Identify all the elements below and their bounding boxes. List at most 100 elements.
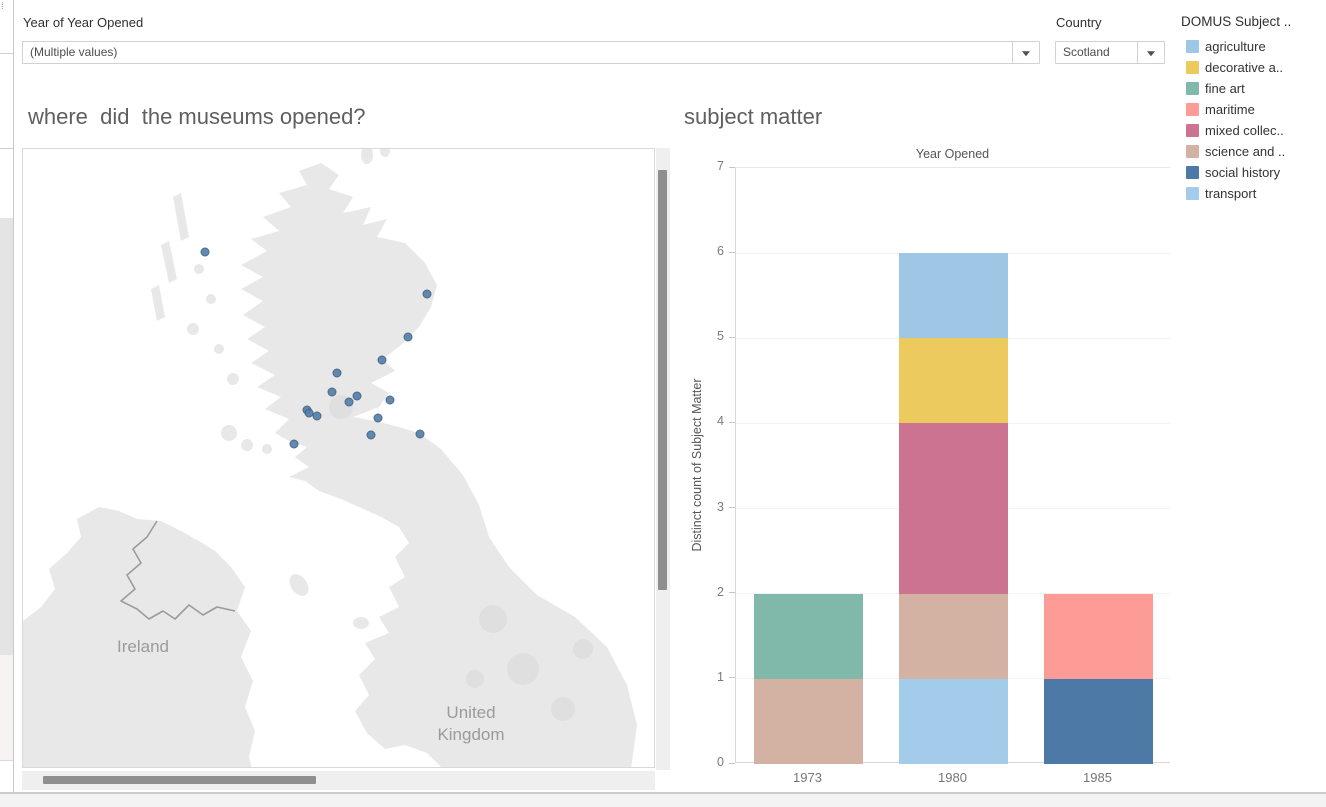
chevron-down-icon — [1022, 50, 1030, 56]
y-tick-label: 1 — [717, 669, 724, 684]
y-tick-label: 6 — [717, 244, 724, 259]
legend-swatch-icon — [1186, 61, 1199, 74]
bar-segment-science-and-[interactable] — [899, 593, 1008, 679]
legend-item[interactable]: social history — [1181, 162, 1326, 183]
legend-item[interactable]: mixed collec.. — [1181, 120, 1326, 141]
country-filter-dropdown-button[interactable] — [1137, 42, 1164, 63]
museum-point-mark[interactable] — [344, 397, 354, 407]
chevron-down-icon — [1147, 50, 1155, 56]
y-tick-mark — [729, 336, 735, 338]
museum-point-mark[interactable] — [385, 395, 395, 405]
museum-point-mark[interactable] — [366, 430, 376, 440]
legend-swatch-icon — [1186, 187, 1199, 200]
legend-title: DOMUS Subject .. — [1181, 14, 1292, 29]
legend-item[interactable]: maritime — [1181, 99, 1326, 120]
bar-chart-plot-area[interactable] — [735, 167, 1170, 764]
legend-item[interactable]: transport — [1181, 183, 1326, 204]
museum-point-mark[interactable] — [200, 247, 210, 257]
legend-swatch-icon — [1186, 40, 1199, 53]
bar-segment-mixed-collec-[interactable] — [899, 423, 1008, 594]
x-tick-label: 1973 — [793, 770, 822, 785]
legend-item[interactable]: agriculture — [1181, 36, 1326, 57]
map-horizontal-scrollbar-thumb[interactable] — [43, 776, 316, 784]
y-axis-title: Distinct count of Subject Matter — [690, 378, 704, 552]
northern-ireland-border — [120, 520, 236, 620]
y-tick-mark — [729, 507, 735, 509]
y-tick-mark — [729, 421, 735, 423]
y-tick-label: 2 — [717, 584, 724, 599]
color-legend: DOMUS Subject .. agriculture decorative a… — [1181, 14, 1326, 204]
legend-swatch-icon — [1186, 124, 1199, 137]
ireland-landmass — [23, 507, 255, 767]
museum-point-mark[interactable] — [312, 411, 322, 421]
map-region-label: Kingdom — [437, 725, 505, 744]
bar-segment-social-history[interactable] — [1044, 678, 1153, 764]
y-tick-label: 7 — [717, 159, 724, 173]
y-tick-label: 3 — [717, 499, 724, 514]
map-title: where did the museums opened? — [28, 104, 366, 129]
museum-point-mark[interactable] — [289, 439, 299, 449]
map-panel[interactable]: Ireland United Kingdom — [22, 148, 655, 768]
map-region-label: United — [446, 703, 496, 722]
legend-item[interactable]: decorative a.. — [1181, 57, 1326, 78]
year-filter-dropdown-button[interactable] — [1012, 42, 1039, 63]
bar-segment-transport[interactable] — [899, 678, 1008, 764]
y-tick-label: 4 — [717, 414, 724, 429]
legend-item-label: science and .. — [1205, 144, 1286, 159]
left-panel-edge[interactable]: ⁞ — [0, 0, 14, 792]
rail-map-section — [0, 218, 13, 655]
museum-point-mark[interactable] — [332, 368, 342, 378]
bar-segment-agriculture[interactable] — [899, 253, 1008, 339]
museum-point-mark[interactable] — [377, 355, 387, 365]
y-tick-mark — [729, 251, 735, 253]
bar-segment-science-and-[interactable] — [754, 678, 863, 764]
bar-segment-fine-art[interactable] — [754, 593, 863, 679]
bar-segment-decorative-a-[interactable] — [899, 338, 1008, 424]
dashboard-bottom-border — [0, 792, 1326, 794]
legend-item[interactable]: fine art — [1181, 78, 1326, 99]
year-filter-label: Year of Year Opened — [23, 15, 144, 30]
rail-divider — [0, 53, 13, 54]
map-region-label: Ireland — [117, 637, 169, 656]
y-tick-mark — [729, 762, 735, 764]
y-tick-label: 0 — [717, 755, 724, 769]
y-tick-label: 5 — [717, 329, 724, 344]
map-horizontal-scrollbar-track[interactable] — [22, 771, 655, 790]
map-vertical-scrollbar-thumb[interactable] — [658, 170, 667, 590]
legend-item[interactable]: science and .. — [1181, 141, 1326, 162]
country-filter-dropdown[interactable]: Scotland — [1055, 41, 1165, 64]
y-tick-mark — [729, 592, 735, 594]
legend-item-label: social history — [1205, 165, 1281, 180]
museum-point-mark[interactable] — [422, 289, 432, 299]
map-vertical-scrollbar-track[interactable] — [656, 148, 670, 770]
museum-point-mark[interactable] — [373, 413, 383, 423]
legend-item-label: decorative a.. — [1205, 60, 1284, 75]
great-britain-landmass — [241, 163, 637, 767]
y-tick-mark — [729, 166, 735, 168]
legend-item-label: maritime — [1205, 102, 1255, 117]
panel-grip-icon[interactable]: ⁞ — [1, 1, 4, 11]
legend-item-label: mixed collec.. — [1205, 123, 1284, 138]
bar-segment-maritime[interactable] — [1044, 593, 1153, 679]
legend-item-label: transport — [1205, 186, 1257, 201]
x-tick-label: 1980 — [938, 770, 967, 785]
year-filter-value: (Multiple values) — [30, 45, 118, 59]
legend-swatch-icon — [1186, 166, 1199, 179]
museum-point-mark[interactable] — [327, 387, 337, 397]
rail-lower-section — [0, 655, 13, 761]
museum-point-mark[interactable] — [352, 391, 362, 401]
year-filter-dropdown[interactable]: (Multiple values) — [22, 41, 1040, 64]
legend-items: agriculture decorative a.. fine art maritim… — [1181, 36, 1326, 204]
chart-column-header: Year Opened — [915, 147, 990, 161]
museum-point-mark[interactable] — [415, 429, 425, 439]
rail-divider — [0, 148, 13, 149]
legend-swatch-icon — [1186, 82, 1199, 95]
y-tick-mark — [729, 677, 735, 679]
country-filter-value: Scotland — [1063, 45, 1110, 59]
legend-item-label: fine art — [1205, 81, 1245, 96]
taskbar-strip — [0, 794, 1326, 807]
legend-item-label: agriculture — [1205, 39, 1266, 54]
legend-swatch-icon — [1186, 103, 1199, 116]
museum-point-mark[interactable] — [403, 332, 413, 342]
